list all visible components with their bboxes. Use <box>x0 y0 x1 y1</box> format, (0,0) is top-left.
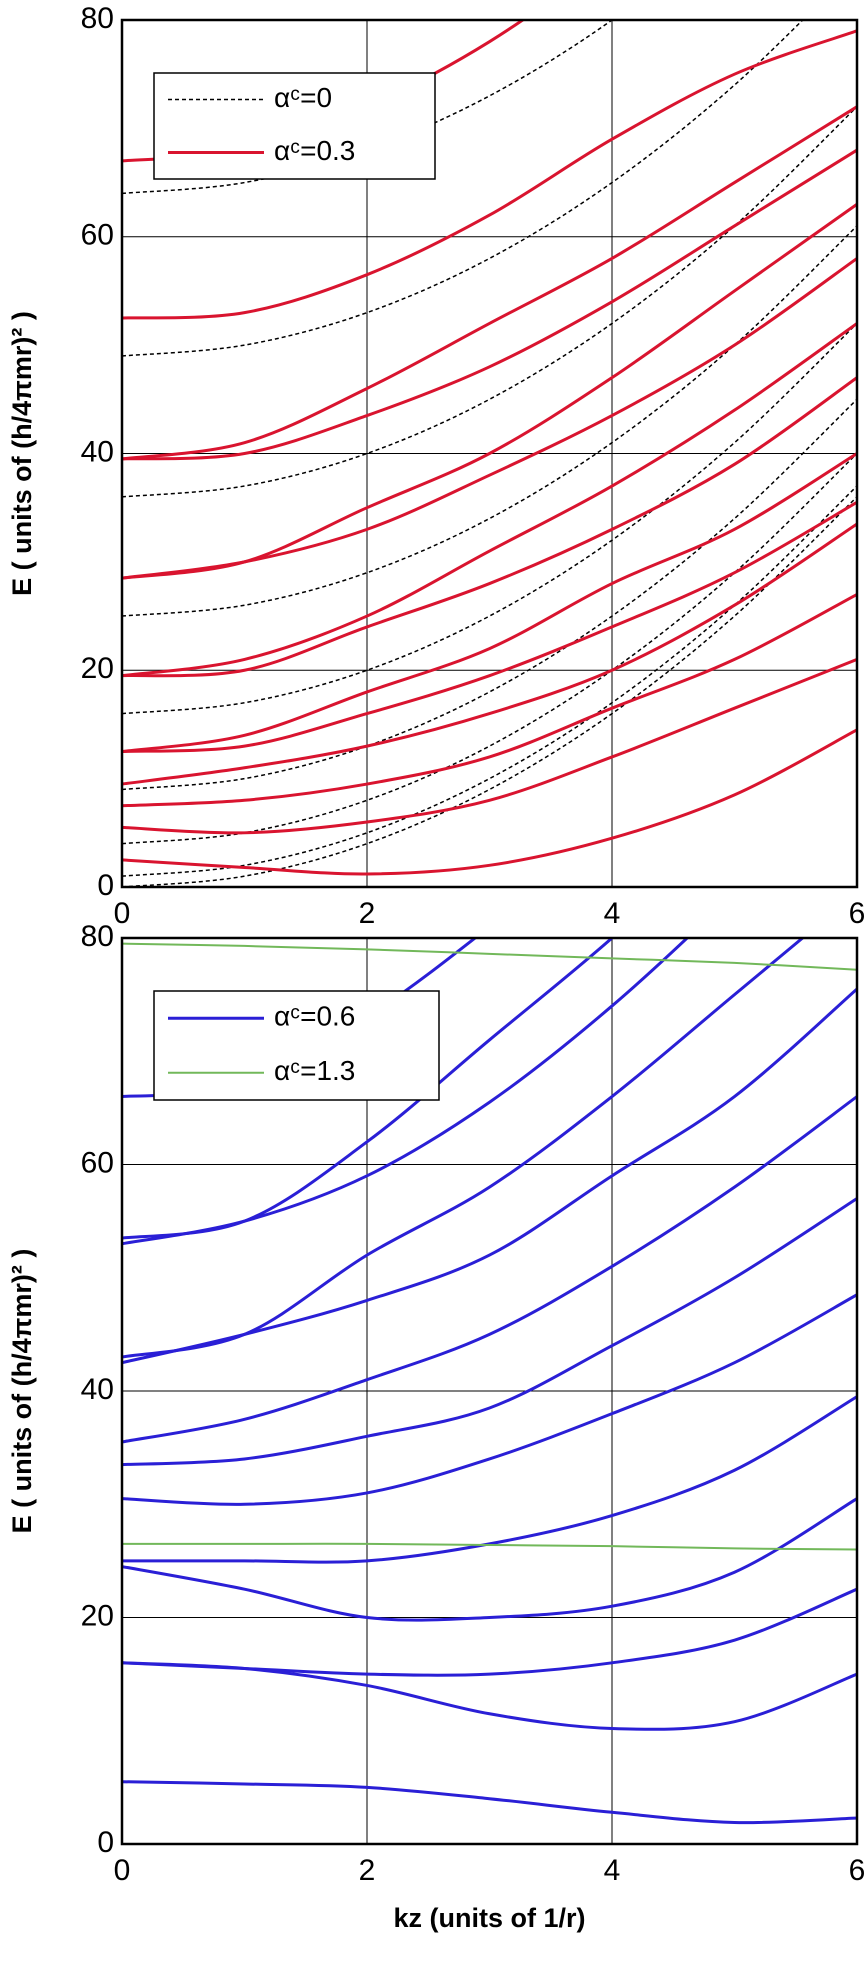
x-tick-label: 0 <box>114 1854 131 1887</box>
curve <box>122 485 857 877</box>
curve <box>122 203 857 580</box>
y-tick-label: 80 <box>81 920 114 953</box>
curve <box>122 1395 857 1564</box>
x-tick-label: 4 <box>604 1854 621 1887</box>
y-tick-label: 40 <box>81 435 114 468</box>
curve <box>122 522 857 786</box>
x-tick-label: 2 <box>359 1854 376 1887</box>
curve <box>122 1780 857 1825</box>
y-tick-label: 0 <box>97 1826 114 1859</box>
curve <box>122 1497 857 1622</box>
plot-area <box>122 938 857 1825</box>
x-tick-label: 2 <box>359 897 376 930</box>
y-axis-label: E ( units of (h/4πmr)² ) <box>7 311 37 596</box>
x-tick-label: 0 <box>114 897 131 930</box>
curve <box>122 942 857 971</box>
curve <box>122 20 804 357</box>
frame <box>120 936 859 1846</box>
curve <box>122 1293 857 1506</box>
curve <box>122 452 857 754</box>
legend-box <box>153 72 436 180</box>
curve <box>122 322 857 678</box>
y-tick-label: 60 <box>81 219 114 252</box>
x-tick-label: 6 <box>849 1854 866 1887</box>
y-tick-label: 60 <box>81 1146 114 1179</box>
curve <box>122 1197 857 1467</box>
curve <box>122 225 857 617</box>
curve <box>122 148 857 461</box>
curve <box>122 500 857 754</box>
curve <box>122 376 857 678</box>
curve <box>122 29 857 320</box>
legend-label: αᶜ=0 <box>274 82 332 113</box>
legend-box <box>153 990 440 1101</box>
y-axis-label: E ( units of (h/4πmr)² ) <box>7 1249 37 1534</box>
curve <box>122 257 857 580</box>
curve <box>122 1587 857 1677</box>
curve <box>122 105 857 461</box>
y-tick-label: 0 <box>97 869 114 902</box>
curve <box>122 728 857 876</box>
curve <box>122 593 857 808</box>
y-tick-label: 20 <box>81 652 114 685</box>
x-tick-label: 6 <box>849 897 866 930</box>
curve <box>122 1095 857 1444</box>
x-axis-label: kz (units of 1/r) <box>393 1903 585 1933</box>
curve <box>122 496 857 887</box>
x-tick-label: 4 <box>604 897 621 930</box>
curve <box>122 398 857 791</box>
curve <box>122 1542 857 1551</box>
curve <box>122 20 614 195</box>
plot-area <box>122 20 857 887</box>
legend-label: αᶜ=1.3 <box>274 1055 355 1086</box>
frame <box>120 18 859 889</box>
legend-label: αᶜ=0.3 <box>274 135 355 166</box>
curve <box>122 322 857 715</box>
y-tick-label: 40 <box>81 1373 114 1406</box>
curve <box>122 938 805 1359</box>
legend-label: αᶜ=0.6 <box>274 1001 355 1032</box>
y-tick-label: 20 <box>81 1599 114 1632</box>
y-tick-label: 80 <box>81 2 114 35</box>
curve <box>122 938 615 1240</box>
curve <box>122 658 857 835</box>
